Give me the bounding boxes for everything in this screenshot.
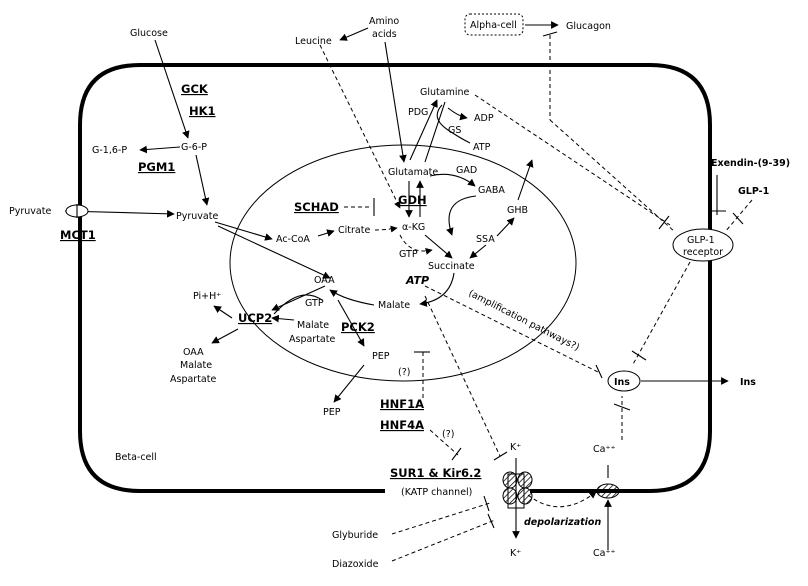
gaba-label: GABA [478, 185, 505, 196]
malate-outside-label: Malate [180, 360, 212, 371]
mitochondrion [229, 144, 577, 382]
diazoxide-label: Diazoxide [332, 559, 379, 570]
k-outside-label: K⁺ [510, 548, 521, 559]
malate-inside-label: Malate [378, 300, 410, 311]
oaa-inside-label: OAA [314, 275, 335, 286]
gene-ucp2: UCP2 [238, 311, 272, 325]
aspartate-outside-label: Aspartate [170, 374, 216, 385]
gene-gck: GCK [181, 82, 209, 96]
gene-pck2: PCK2 [341, 320, 375, 334]
g6p-label: G-6-P [181, 142, 207, 153]
pyruvate-inside-label: Pyruvate [176, 211, 218, 222]
question-1-label: (?) [398, 367, 410, 378]
leucine-label: Leucine [295, 36, 332, 47]
ca-outside-label: Ca⁺⁺ [593, 548, 615, 559]
glutamate-label: Glutamate [388, 167, 438, 178]
receptor-label-2: receptor [683, 247, 723, 258]
atp-big-label: ATP [405, 274, 429, 287]
acoa-label: Ac-CoA [276, 234, 310, 245]
ssa-label: SSA [476, 234, 495, 245]
gene-mct1: MCT1 [60, 228, 96, 242]
amplification-label: (amplification pathways?) [467, 288, 581, 354]
gene-schad: SCHAD [294, 200, 339, 214]
amino-acids-label-2: acids [372, 29, 397, 40]
gene-hnf4a: HNF4A [380, 418, 424, 432]
pep-outside-label: PEP [323, 407, 341, 418]
katp-channel [502, 471, 533, 509]
gene-sur1-kir62: SUR1 & Kir6.2 [390, 466, 481, 480]
malate-aspartate-label-2: Aspartate [289, 334, 335, 345]
gad-label: GAD [456, 165, 477, 176]
amino-acids-label-1: Amino [369, 16, 399, 27]
glucose-label: Glucose [130, 28, 168, 39]
gene-gdh: GDH [398, 193, 427, 207]
akg-label: α-KG [402, 222, 425, 233]
receptor-label-1: GLP-1 [687, 235, 715, 246]
gene-hk1: HK1 [189, 104, 216, 118]
adp-label: ADP [474, 113, 494, 124]
alpha-cell-label: Alpha-cell [470, 20, 517, 31]
pdg-label: PDG [408, 107, 428, 118]
alpha-cell-box [464, 13, 524, 36]
pih-label: Pi+H⁺ [193, 291, 221, 302]
beta-cell-membrane [78, 63, 712, 493]
ghb-label: GHB [507, 205, 528, 216]
gtp-left-label: GTP [305, 298, 324, 309]
ins-out-label: Ins [740, 377, 756, 388]
glutamine-label: Glutamine [420, 87, 469, 98]
oaa-outside-label: OAA [183, 347, 204, 358]
ca-inside-label: Ca⁺⁺ [593, 444, 615, 455]
glyburide-label: Glyburide [332, 530, 378, 541]
gtp-center-label: GTP [399, 249, 418, 260]
atp-small-label: ATP [473, 142, 491, 153]
citrate-label: Citrate [338, 225, 370, 236]
g16p-label: G-1,6-P [92, 145, 127, 156]
gs-label: GS [448, 125, 461, 136]
gene-hnf1a: HNF1A [380, 397, 424, 411]
glucagon-label: Glucagon [566, 21, 611, 32]
calcium-channel [596, 483, 620, 499]
glp1-label: GLP-1 [738, 186, 769, 197]
beta-cell-label: Beta-cell [115, 452, 157, 463]
katp-label: (KATP channel) [401, 487, 472, 498]
depolarization-label: depolarization [524, 517, 601, 528]
ins-label: Ins [614, 377, 630, 388]
succinate-label: Succinate [428, 261, 475, 272]
k-inside-label: K⁺ [510, 442, 521, 453]
insulin-granule [607, 370, 641, 392]
malate-aspartate-label-1: Malate [297, 320, 329, 331]
pep-inside-label: PEP [372, 351, 390, 362]
gene-pgm1: PGM1 [138, 160, 175, 174]
exendin-label: Exendin-(9-39) [711, 158, 790, 169]
question-2-label: (?) [442, 429, 454, 440]
pyruvate-outside-label: Pyruvate [9, 206, 51, 217]
glp1-receptor [672, 228, 734, 262]
